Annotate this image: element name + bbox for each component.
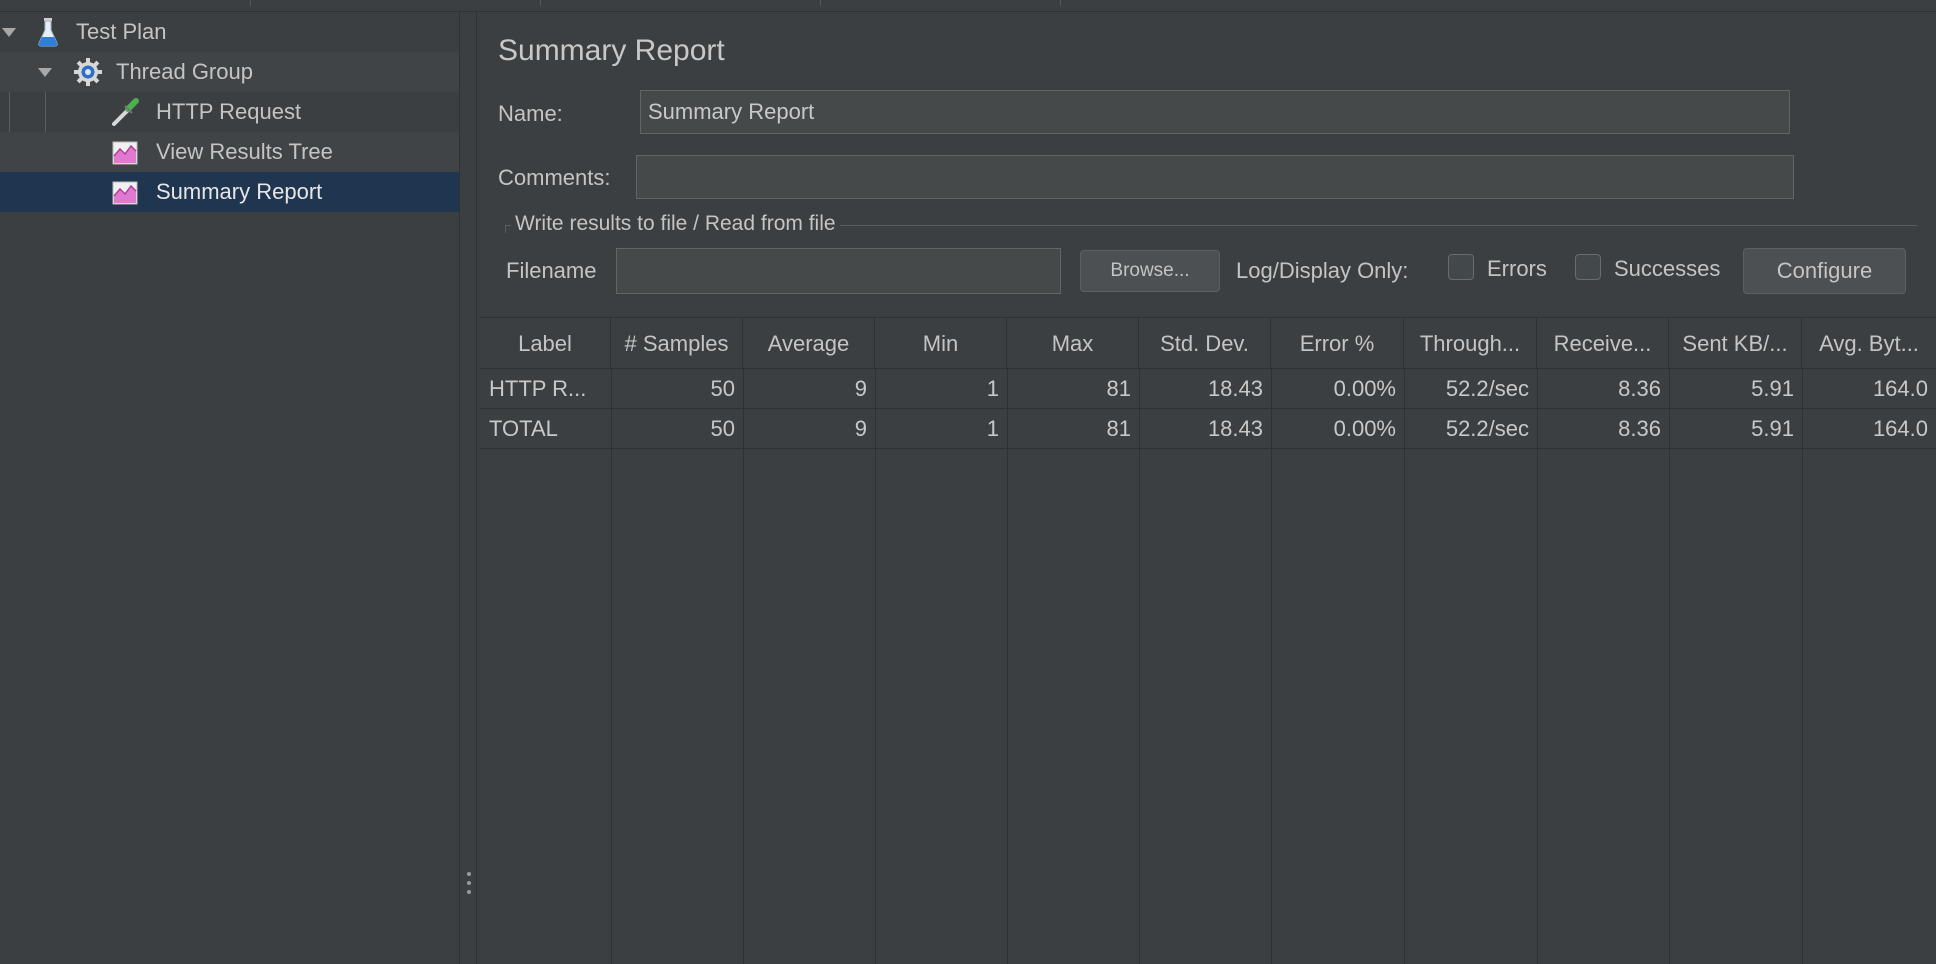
column-header-sent[interactable]: Sent KB/... [1669, 318, 1802, 370]
column-header-min[interactable]: Min [875, 318, 1007, 370]
gear-icon [73, 57, 103, 87]
column-divider [1139, 369, 1140, 964]
toolbar-separator [250, 0, 251, 6]
table-cell: 8.36 [1618, 416, 1661, 441]
table-header: Label # Samples Average Min Max Std. Dev… [480, 317, 1936, 370]
tree-item-label: Thread Group [116, 59, 253, 84]
summary-table: Label # Samples Average Min Max Std. Dev… [480, 317, 1936, 964]
table-cell: 9 [854, 376, 867, 401]
section-divider [505, 225, 1917, 226]
chart-icon [110, 177, 140, 207]
drag-handle-dot [467, 872, 471, 876]
pipette-icon [110, 97, 140, 127]
table-cell: 52.2/sec [1445, 376, 1529, 401]
column-divider [875, 369, 876, 964]
tree-item-label: HTTP Request [156, 99, 302, 124]
column-header-error-pct[interactable]: Error % [1271, 318, 1404, 370]
top-toolbar-edge [0, 0, 1936, 12]
filename-label: Filename [506, 258, 597, 283]
table-cell: 81 [1106, 376, 1131, 401]
table-cell: 1 [986, 376, 999, 401]
expand-toggle-icon[interactable] [38, 68, 52, 77]
section-divider [505, 225, 506, 233]
table-cell: HTTP R... [489, 376, 587, 401]
column-header-label[interactable]: Label [480, 318, 611, 370]
table-cell: 5.91 [1751, 376, 1794, 401]
column-divider [1537, 369, 1538, 964]
toolbar-separator [540, 0, 541, 6]
table-row[interactable]: TOTAL 50 9 1 81 18.43 0.00% 52.2/sec 8.3… [480, 409, 1936, 449]
column-header-throughput[interactable]: Through... [1404, 318, 1537, 370]
tree-item-label: View Results Tree [156, 139, 333, 164]
expand-toggle-icon[interactable] [2, 28, 16, 37]
table-cell: 81 [1106, 416, 1131, 441]
table-cell: 9 [854, 416, 867, 441]
test-plan-tree: Test Plan Thread Group [0, 12, 459, 964]
configure-button[interactable]: Configure [1743, 248, 1906, 294]
column-header-max[interactable]: Max [1007, 318, 1139, 370]
page-title: Summary Report [498, 34, 725, 67]
successes-label: Successes [1614, 256, 1721, 281]
drag-handle-dot [467, 890, 471, 894]
panel-splitter[interactable] [459, 12, 477, 964]
table-cell: 18.43 [1207, 416, 1263, 441]
table-row[interactable]: HTTP R... 50 9 1 81 18.43 0.00% 52.2/sec… [480, 369, 1936, 409]
column-header-received[interactable]: Receive... [1537, 318, 1669, 370]
column-divider [1802, 369, 1803, 964]
name-label: Name: [498, 101, 563, 126]
column-divider [1404, 369, 1405, 964]
file-section-title: Write results to file / Read from file [511, 212, 840, 236]
browse-button-label: Browse... [1110, 260, 1190, 281]
column-divider [743, 369, 744, 964]
column-header-average[interactable]: Average [743, 318, 875, 370]
comments-field[interactable] [636, 155, 1794, 199]
chart-icon [110, 137, 140, 167]
toolbar-separator [1060, 0, 1061, 6]
tree-item-label: Summary Report [156, 179, 323, 204]
column-header-std-dev[interactable]: Std. Dev. [1139, 318, 1271, 370]
drag-handle-dot [467, 881, 471, 885]
tree-item-http-request[interactable]: HTTP Request [0, 92, 459, 132]
column-header-samples[interactable]: # Samples [611, 318, 743, 370]
filename-input[interactable] [616, 248, 1061, 294]
table-cell: 18.43 [1207, 376, 1263, 401]
table-cell: 164.0 [1872, 376, 1928, 401]
column-divider [1007, 369, 1008, 964]
flask-icon [33, 17, 63, 47]
column-divider [1669, 369, 1670, 964]
column-divider [611, 369, 612, 964]
table-cell: 164.0 [1872, 416, 1928, 441]
name-field-value: Summary Report [648, 99, 815, 124]
tree-item-view-results-tree[interactable]: View Results Tree [0, 132, 459, 172]
table-cell: 0.00% [1333, 376, 1396, 401]
table-cell: 8.36 [1618, 376, 1661, 401]
errors-checkbox[interactable] [1448, 254, 1474, 280]
column-divider [1271, 369, 1272, 964]
summary-report-panel: Summary Report Name: Summary Report Comm… [477, 12, 1936, 964]
tree-item-test-plan[interactable]: Test Plan [0, 12, 459, 52]
successes-checkbox[interactable] [1575, 254, 1601, 280]
tree-item-thread-group[interactable]: Thread Group [0, 52, 459, 92]
table-cell: 0.00% [1333, 416, 1396, 441]
log-display-label: Log/Display Only: [1236, 258, 1409, 283]
tree-item-summary-report[interactable]: Summary Report [0, 172, 459, 212]
tree-item-label: Test Plan [76, 19, 167, 44]
comments-label: Comments: [498, 165, 611, 190]
table-cell: 50 [710, 416, 735, 441]
name-field[interactable]: Summary Report [640, 90, 1790, 134]
toolbar-separator [820, 0, 821, 6]
column-header-avg-bytes[interactable]: Avg. Byt... [1819, 331, 1919, 356]
table-cell: 1 [986, 416, 999, 441]
table-cell: TOTAL [489, 416, 558, 441]
configure-button-label: Configure [1776, 258, 1873, 283]
errors-label: Errors [1487, 256, 1547, 281]
table-cell: 5.91 [1751, 416, 1794, 441]
browse-button[interactable]: Browse... [1080, 250, 1220, 292]
table-cell: 52.2/sec [1445, 416, 1529, 441]
table-cell: 50 [710, 376, 735, 401]
